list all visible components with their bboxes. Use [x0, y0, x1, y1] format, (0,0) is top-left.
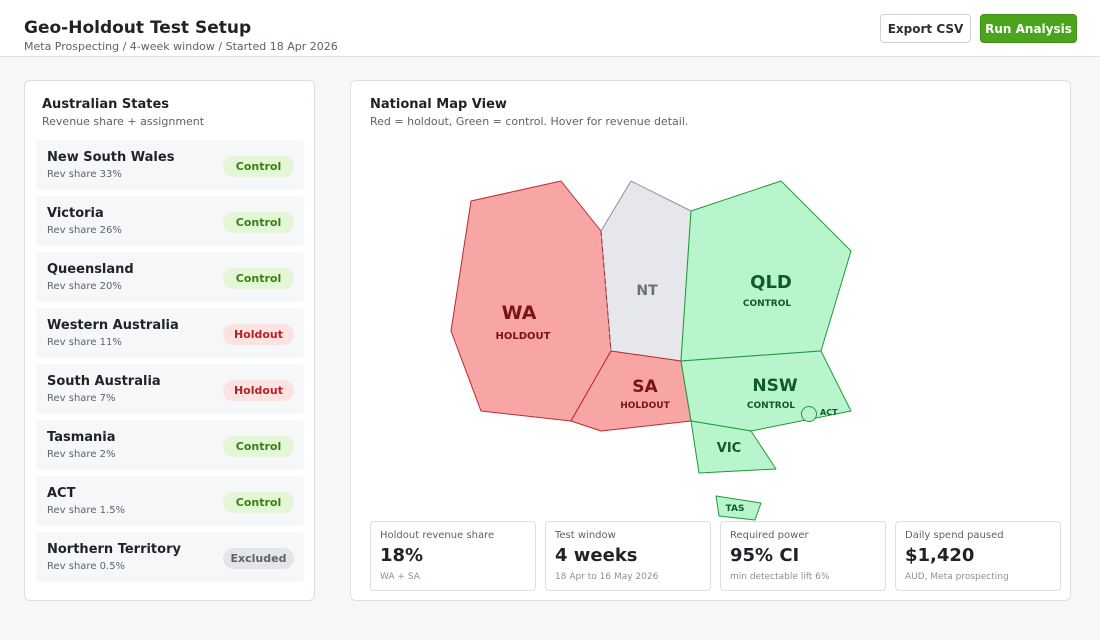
region-vic[interactable] [690, 420, 777, 474]
breadcrumb: Meta Prospecting / 4-week window / Start… [24, 40, 338, 53]
region-tas[interactable] [715, 495, 762, 521]
region-status-wa: HOLDOUT [496, 331, 551, 342]
state-name: Northern Territory [47, 542, 181, 557]
wa-nt-border [600, 230, 612, 352]
state-name: South Australia [47, 374, 161, 389]
state-rev-share: Rev share 0.5% [47, 561, 126, 572]
stat-label: Daily spend paused [905, 530, 1004, 541]
region-label-qld: QLD [750, 272, 792, 293]
stat-value: 4 weeks [555, 545, 638, 566]
map-panel-title: National Map View [370, 97, 507, 112]
region-status-nsw: CONTROL [747, 401, 796, 411]
state-row-nt[interactable]: Northern Territory Rev share 0.5% Exclud… [36, 532, 304, 582]
state-row-wa[interactable]: Western Australia Rev share 11% Holdout [36, 308, 304, 358]
state-rev-share: Rev share 1.5% [47, 505, 126, 516]
region-label-nsw: NSW [752, 376, 797, 396]
stat-label: Holdout revenue share [380, 530, 495, 541]
page-header: Geo-Holdout Test Setup Meta Prospecting … [0, 0, 1100, 57]
state-name: Western Australia [47, 318, 179, 333]
status-badge[interactable]: Control [223, 212, 294, 233]
region-act[interactable] [801, 406, 817, 422]
region-label-wa: WA [502, 302, 537, 324]
export-csv-button[interactable]: Export CSV [880, 14, 971, 43]
stat-value: 18% [380, 545, 424, 566]
status-badge[interactable]: Excluded [223, 548, 294, 569]
state-rev-share: Rev share 33% [47, 169, 122, 180]
map-panel: National Map View Red = holdout, Green =… [350, 80, 1071, 601]
status-badge[interactable]: Holdout [223, 324, 294, 345]
stat-daily-spend-paused: Daily spend paused $1,420 AUD, Meta pros… [895, 521, 1061, 591]
stat-holdout-revenue-share: Holdout revenue share 18% WA + SA [370, 521, 536, 591]
state-rev-share: Rev share 26% [47, 225, 122, 236]
state-list: New South Wales Rev share 33% Control Vi… [36, 140, 304, 588]
region-nt[interactable] [600, 180, 692, 362]
state-rev-share: Rev share 11% [47, 337, 122, 348]
state-rev-share: Rev share 7% [47, 393, 116, 404]
stat-label: Required power [730, 530, 809, 541]
state-name: Tasmania [47, 430, 116, 445]
status-badge[interactable]: Holdout [223, 380, 294, 401]
region-wa[interactable] [450, 180, 612, 422]
stat-note: min detectable lift 6% [730, 572, 830, 582]
region-label-tas: TAS [726, 504, 745, 514]
region-label-sa: SA [632, 377, 658, 397]
state-row-vic[interactable]: Victoria Rev share 26% Control [36, 196, 304, 246]
stat-label: Test window [555, 530, 616, 541]
status-badge[interactable]: Control [223, 156, 294, 177]
state-row-sa[interactable]: South Australia Rev share 7% Holdout [36, 364, 304, 414]
stat-value: 95% CI [730, 545, 800, 566]
region-status-qld: CONTROL [743, 299, 792, 309]
region-label-nt: NT [636, 283, 658, 299]
state-row-nsw[interactable]: New South Wales Rev share 33% Control [36, 140, 304, 190]
region-status-sa: HOLDOUT [620, 401, 670, 411]
states-panel-subtitle: Revenue share + assignment [42, 115, 205, 128]
region-label-vic: VIC [717, 441, 741, 456]
region-label-act: ACT [820, 408, 838, 417]
region-qld[interactable] [680, 180, 852, 362]
region-sa[interactable] [570, 350, 692, 432]
stat-required-power: Required power 95% CI min detectable lif… [720, 521, 886, 591]
state-rev-share: Rev share 20% [47, 281, 122, 292]
state-name: Victoria [47, 206, 104, 221]
state-row-qld[interactable]: Queensland Rev share 20% Control [36, 252, 304, 302]
stat-note: 18 Apr to 16 May 2026 [555, 572, 659, 582]
state-rev-share: Rev share 2% [47, 449, 116, 460]
status-badge[interactable]: Control [223, 268, 294, 289]
state-row-tas[interactable]: Tasmania Rev share 2% Control [36, 420, 304, 470]
states-panel: Australian States Revenue share + assign… [24, 80, 315, 601]
status-badge[interactable]: Control [223, 492, 294, 513]
page-title: Geo-Holdout Test Setup [24, 18, 252, 38]
status-badge[interactable]: Control [223, 436, 294, 457]
stat-value: $1,420 [905, 545, 975, 566]
stat-note: AUD, Meta prospecting [905, 572, 1009, 582]
map-panel-subtitle: Red = holdout, Green = control. Hover fo… [370, 115, 689, 128]
states-panel-title: Australian States [42, 97, 170, 112]
state-name: ACT [47, 486, 76, 501]
stat-test-window: Test window 4 weeks 18 Apr to 16 May 202… [545, 521, 711, 591]
stat-note: WA + SA [380, 572, 420, 582]
state-row-act[interactable]: ACT Rev share 1.5% Control [36, 476, 304, 526]
run-analysis-button[interactable]: Run Analysis [980, 14, 1077, 43]
australia-map: WA HOLDOUT NT QLD CONTROL SA HOLDOUT NSW… [450, 180, 852, 521]
state-name: New South Wales [47, 150, 175, 165]
state-name: Queensland [47, 262, 134, 277]
